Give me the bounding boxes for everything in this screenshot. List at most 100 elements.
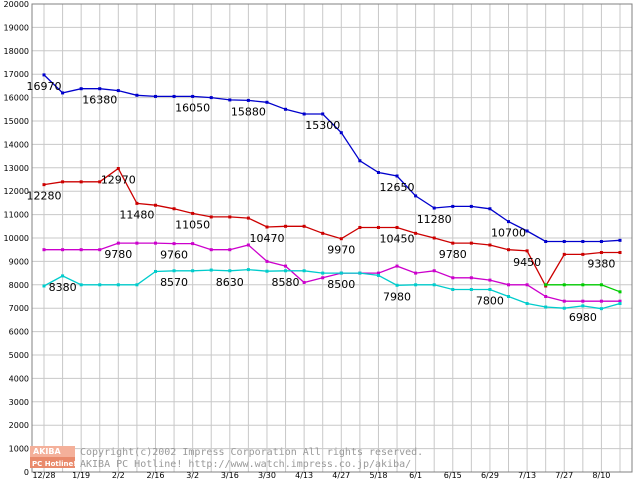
y-tick-label: 16000	[4, 94, 29, 103]
data-point	[599, 307, 603, 311]
y-tick-label: 3000	[9, 398, 29, 407]
data-point	[488, 207, 492, 211]
x-tick-label: 1/19	[72, 471, 90, 480]
data-point	[284, 269, 288, 273]
data-point	[153, 269, 157, 273]
y-tick-label: 15000	[4, 117, 29, 126]
x-tick-labels: 12/28 1/19 2/2 2/16 3/2 3/16 3/30 4/13 4/27 5/18 6…	[32, 471, 610, 480]
data-point	[61, 274, 65, 278]
data-point	[358, 271, 362, 275]
data-label: 9380	[587, 258, 615, 271]
data-point	[284, 107, 288, 111]
data-point	[191, 211, 195, 215]
data-point	[414, 271, 418, 275]
data-label: 12280	[27, 190, 62, 203]
data-labels: 16970 16380 16050 15880 15300 12650 11280 10700…	[27, 80, 616, 324]
data-point	[209, 248, 213, 252]
data-point	[432, 206, 436, 210]
data-label: 11280	[417, 213, 452, 226]
data-point	[246, 243, 250, 247]
y-tick-labels: 0 1000 2000 3000 4000 5000 6000 7000 8000 9000 100…	[4, 0, 29, 477]
data-label: 7800	[476, 294, 504, 307]
x-tick-label: 6/29	[481, 471, 499, 480]
data-point	[191, 242, 195, 246]
data-label: 9780	[439, 248, 467, 261]
series-line	[44, 242, 620, 302]
data-point	[339, 131, 343, 135]
data-point	[42, 73, 46, 77]
y-tick-label: 9000	[9, 257, 29, 266]
data-point	[507, 248, 511, 252]
data-label: 8570	[160, 276, 188, 289]
data-point	[469, 241, 473, 245]
data-label: 9760	[160, 249, 188, 262]
y-tick-label: 18000	[4, 47, 29, 56]
data-point	[228, 269, 232, 273]
data-point	[618, 251, 622, 255]
y-tick-label: 12000	[4, 187, 29, 196]
data-point	[507, 295, 511, 298]
data-point	[98, 87, 102, 91]
plot-frame	[31, 3, 633, 473]
x-tick-label: 7/13	[518, 471, 536, 480]
series-line	[43, 74, 621, 243]
y-tick-label: 0	[24, 468, 29, 477]
data-point	[581, 252, 585, 256]
y-tick-label: 20000	[4, 0, 29, 9]
data-point	[599, 251, 603, 255]
data-point	[228, 215, 232, 219]
data-point	[488, 278, 492, 282]
data-point	[395, 283, 399, 287]
data-label: 9450	[513, 256, 541, 269]
data-point	[376, 273, 380, 277]
data-point	[153, 203, 157, 207]
data-point	[321, 231, 325, 235]
y-tick-label: 1000	[9, 445, 29, 454]
data-point	[488, 287, 492, 291]
data-label: 9780	[104, 248, 132, 261]
data-point	[507, 220, 511, 224]
data-point	[544, 240, 548, 244]
akiba-logo: AKIBA PC Hotline!	[30, 446, 76, 468]
data-point	[246, 268, 250, 272]
data-point	[376, 170, 380, 174]
data-point	[61, 91, 65, 95]
y-tick-label: 5000	[9, 351, 29, 360]
data-point	[451, 204, 455, 208]
data-point	[42, 248, 46, 252]
copyright-text: Copyright(c)2002 Impress Corporation All…	[80, 447, 423, 458]
x-tick-label: 8/10	[592, 471, 610, 480]
data-label: 12970	[101, 174, 136, 187]
data-point	[618, 302, 622, 306]
data-point	[414, 231, 418, 235]
data-point	[376, 225, 380, 229]
data-point	[469, 287, 473, 291]
data-point	[525, 302, 529, 306]
data-point	[432, 236, 436, 240]
y-tick-label: 17000	[4, 70, 29, 79]
data-point	[562, 240, 566, 244]
data-point	[525, 283, 529, 287]
data-point	[469, 276, 473, 280]
data-point	[562, 283, 566, 287]
data-label: 11480	[119, 208, 154, 221]
data-point	[209, 96, 213, 100]
x-tick-label: 3/2	[186, 471, 199, 480]
data-point	[61, 180, 65, 184]
x-tick-label: 2/16	[146, 471, 164, 480]
data-point	[321, 276, 325, 280]
data-point	[135, 201, 139, 205]
data-point	[544, 283, 548, 287]
data-label: 16050	[175, 101, 210, 114]
series-line	[43, 268, 621, 310]
x-tick-label: 6/15	[444, 471, 462, 480]
footer: AKIBA PC Hotline! Copyright(c)2002 Impre…	[30, 446, 423, 470]
data-point	[265, 259, 269, 263]
data-point	[153, 94, 157, 98]
data-point	[599, 283, 603, 287]
data-point	[581, 299, 585, 303]
data-point	[562, 252, 566, 256]
y-tick-label: 14000	[4, 140, 29, 149]
data-point	[618, 290, 622, 294]
